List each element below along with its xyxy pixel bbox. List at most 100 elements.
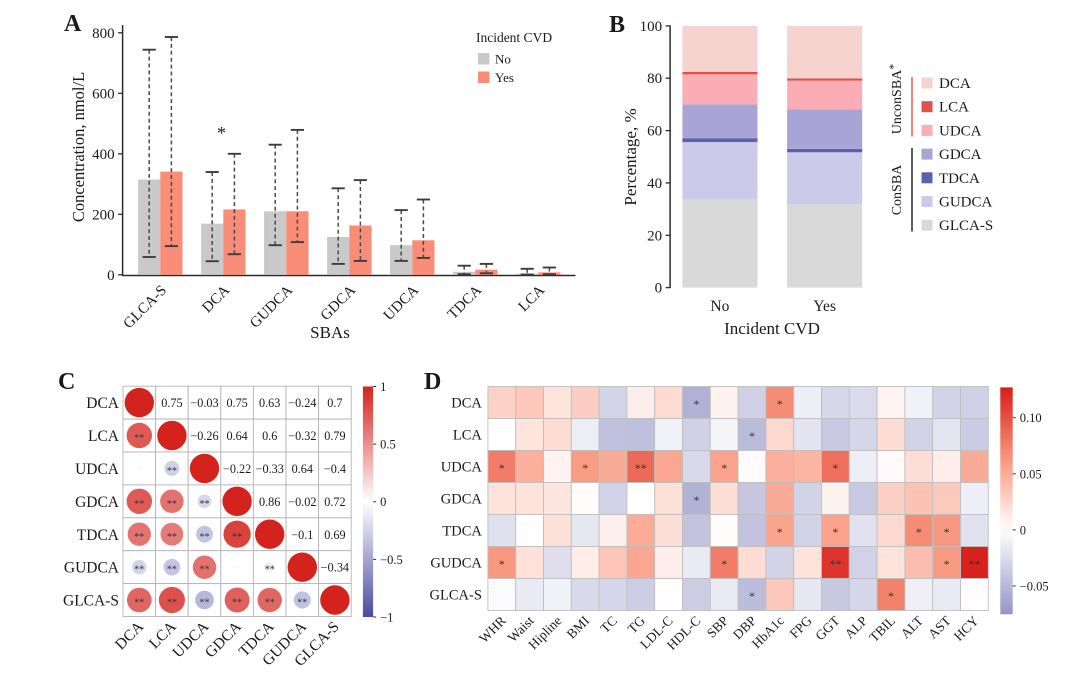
svg-text:LCA: LCA bbox=[453, 428, 483, 444]
svg-text:*: * bbox=[749, 429, 755, 443]
svg-text:DCA: DCA bbox=[86, 395, 120, 412]
svg-text:GUDCA: GUDCA bbox=[430, 556, 482, 572]
svg-text:*: * bbox=[721, 461, 727, 475]
svg-text:−0.02: −0.02 bbox=[288, 495, 316, 509]
svg-text:*: * bbox=[832, 525, 838, 539]
svg-text:−0.03: −0.03 bbox=[190, 396, 218, 410]
svg-text:−0.4: −0.4 bbox=[324, 462, 346, 476]
svg-text:**: ** bbox=[134, 433, 144, 444]
svg-text:**: ** bbox=[167, 499, 177, 510]
svg-text:LCA: LCA bbox=[939, 100, 969, 116]
svg-text:GLCA-S: GLCA-S bbox=[430, 588, 482, 604]
svg-text:**: ** bbox=[134, 532, 144, 543]
svg-text:UnconSBA*: UnconSBA* bbox=[886, 64, 905, 135]
svg-text:0.75: 0.75 bbox=[161, 396, 182, 410]
svg-text:0.6: 0.6 bbox=[262, 429, 277, 443]
svg-text:ConSBA: ConSBA bbox=[890, 164, 905, 215]
svg-text:Yes: Yes bbox=[813, 298, 836, 315]
svg-text:*: * bbox=[582, 461, 588, 475]
svg-text:*: * bbox=[693, 493, 699, 507]
svg-text:−0.1: −0.1 bbox=[291, 528, 313, 542]
svg-text:GLCA-S: GLCA-S bbox=[63, 593, 119, 610]
svg-text:**: ** bbox=[265, 565, 275, 576]
svg-text:*: * bbox=[832, 461, 838, 475]
svg-text:200: 200 bbox=[92, 207, 115, 223]
svg-text:600: 600 bbox=[92, 86, 115, 102]
svg-text:100: 100 bbox=[640, 19, 663, 35]
svg-text:No: No bbox=[710, 298, 729, 315]
svg-text:Concentration, nmol/L: Concentration, nmol/L bbox=[69, 72, 88, 222]
svg-text:*: * bbox=[693, 397, 699, 411]
svg-text:**: ** bbox=[297, 598, 307, 609]
svg-text:Percentage, %: Percentage, % bbox=[621, 108, 640, 205]
svg-text:−0.34: −0.34 bbox=[321, 561, 349, 575]
svg-text:**: ** bbox=[167, 466, 177, 477]
svg-text:0.75: 0.75 bbox=[226, 396, 247, 410]
svg-text:0.69: 0.69 bbox=[324, 528, 345, 542]
svg-text:*: * bbox=[749, 589, 755, 603]
svg-text:0: 0 bbox=[655, 281, 663, 297]
svg-text:**: ** bbox=[829, 557, 841, 571]
svg-text:*: * bbox=[944, 525, 950, 539]
svg-text:TDCA: TDCA bbox=[442, 524, 482, 540]
svg-text:*: * bbox=[916, 525, 922, 539]
svg-text:LCA: LCA bbox=[88, 428, 120, 445]
svg-text:**: ** bbox=[635, 461, 647, 475]
svg-text:0.64: 0.64 bbox=[292, 462, 313, 476]
svg-text:TDCA: TDCA bbox=[939, 171, 980, 187]
svg-text:−0.22: −0.22 bbox=[223, 462, 251, 476]
svg-text:Incident CVD: Incident CVD bbox=[724, 319, 820, 338]
svg-text:D: D bbox=[424, 369, 441, 395]
svg-text:0.63: 0.63 bbox=[259, 396, 280, 410]
svg-text:GUDCA: GUDCA bbox=[939, 195, 993, 211]
svg-text:TDCA: TDCA bbox=[77, 527, 120, 544]
svg-text:*: * bbox=[499, 557, 505, 571]
svg-text:**: ** bbox=[232, 598, 242, 609]
svg-text:−0.26: −0.26 bbox=[190, 429, 218, 443]
svg-text:0.10: 0.10 bbox=[1020, 411, 1042, 425]
svg-text:DCA: DCA bbox=[939, 76, 971, 92]
svg-text:0.72: 0.72 bbox=[324, 495, 345, 509]
svg-text:0.7: 0.7 bbox=[327, 396, 342, 410]
svg-text:1: 1 bbox=[380, 380, 386, 394]
svg-text:80: 80 bbox=[647, 71, 662, 87]
svg-text:**: ** bbox=[134, 499, 144, 510]
svg-text:**: ** bbox=[200, 499, 210, 510]
svg-text:0.86: 0.86 bbox=[259, 495, 280, 509]
svg-text:Incident CVD: Incident CVD bbox=[476, 30, 552, 45]
svg-text:**: ** bbox=[134, 598, 144, 609]
svg-text:C: C bbox=[58, 369, 75, 395]
svg-text:−0.24: −0.24 bbox=[288, 396, 316, 410]
svg-text:0: 0 bbox=[107, 268, 115, 284]
svg-text:GUDCA: GUDCA bbox=[64, 560, 120, 577]
svg-text:B: B bbox=[609, 12, 625, 38]
svg-text:40: 40 bbox=[647, 176, 662, 192]
svg-text:60: 60 bbox=[647, 124, 662, 140]
svg-text:**: ** bbox=[167, 598, 177, 609]
svg-text:GDCA: GDCA bbox=[75, 494, 120, 511]
svg-text:0.05: 0.05 bbox=[1020, 467, 1042, 481]
svg-text:Yes: Yes bbox=[495, 70, 514, 85]
svg-text:**: ** bbox=[167, 532, 177, 543]
svg-text:0: 0 bbox=[1020, 523, 1026, 537]
svg-text:**: ** bbox=[134, 565, 144, 576]
svg-text:UDCA: UDCA bbox=[75, 461, 120, 478]
svg-text:−0.5: −0.5 bbox=[380, 553, 403, 567]
svg-text:**: ** bbox=[968, 557, 980, 571]
svg-text:*: * bbox=[944, 557, 950, 571]
svg-text:*: * bbox=[777, 525, 783, 539]
svg-text:GDCA: GDCA bbox=[939, 147, 982, 163]
svg-text:*: * bbox=[499, 461, 505, 475]
svg-text:0: 0 bbox=[380, 495, 386, 509]
svg-text:**: ** bbox=[200, 565, 210, 576]
svg-text:A: A bbox=[64, 11, 82, 37]
svg-text:*: * bbox=[777, 397, 783, 411]
svg-text:**: ** bbox=[200, 532, 210, 543]
svg-text:UDCA: UDCA bbox=[939, 123, 982, 139]
svg-text:−0.32: −0.32 bbox=[288, 429, 316, 443]
svg-text:GLCA-S: GLCA-S bbox=[939, 218, 993, 234]
svg-text:**: ** bbox=[232, 532, 242, 543]
svg-text:DCA: DCA bbox=[451, 396, 482, 412]
svg-text:20: 20 bbox=[647, 228, 662, 244]
svg-text:*: * bbox=[721, 557, 727, 571]
